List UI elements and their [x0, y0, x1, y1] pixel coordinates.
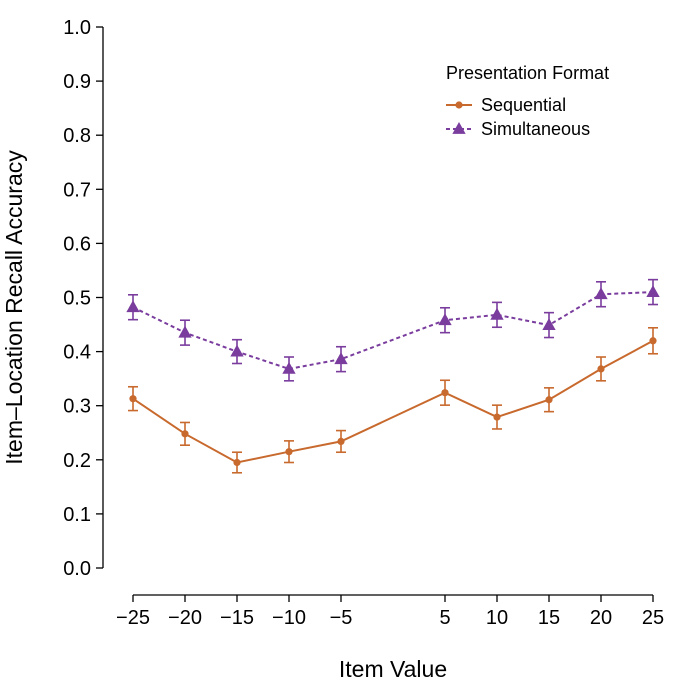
- y-tick-label: 0.4: [63, 342, 91, 364]
- legend-item-simultaneous: Simultaneous: [446, 119, 590, 139]
- data-point: [126, 300, 140, 313]
- series-layer: [126, 278, 660, 474]
- data-point: [493, 413, 501, 421]
- y-axis-ticks: 0.0 0.1 0.2 0.3 0.4 0.5 0.6 0.7 0.8 0.9 1.0: [63, 17, 103, 580]
- y-tick-label: 0.9: [63, 71, 91, 93]
- x-tick-label: −15: [220, 607, 254, 629]
- data-point: [233, 458, 241, 467]
- data-point: [337, 437, 345, 446]
- data-point: [594, 287, 608, 300]
- x-tick-label: 20: [590, 607, 612, 629]
- y-tick-label: 0.0: [63, 558, 91, 580]
- data-point: [230, 344, 244, 357]
- data-point: [649, 337, 657, 345]
- data-point: [441, 389, 449, 397]
- data-point: [597, 365, 605, 373]
- y-tick-label: 0.3: [63, 396, 91, 418]
- legend-marker: [452, 122, 466, 134]
- series-simultaneous: [126, 278, 660, 382]
- x-axis-title: Item Value: [339, 656, 447, 682]
- y-tick-label: 0.5: [63, 288, 91, 310]
- x-tick-label: 25: [642, 607, 664, 629]
- y-tick-label: 0.1: [63, 504, 91, 526]
- x-axis-ticks: −25 −20 −15 −10 −5 5 10 15 20 25: [116, 595, 664, 629]
- data-point: [178, 325, 192, 338]
- data-point: [334, 352, 348, 365]
- data-point: [129, 395, 137, 403]
- data-point: [542, 318, 556, 330]
- series-sequential: [128, 326, 658, 474]
- data-point: [282, 361, 296, 374]
- legend-label: Simultaneous: [481, 119, 590, 139]
- legend-item-sequential: Sequential: [446, 95, 566, 115]
- legend: Presentation Format Sequential Simultaneo…: [446, 63, 609, 139]
- series-line: [132, 339, 654, 464]
- y-tick-label: 0.6: [63, 233, 91, 255]
- y-tick-label: 0.8: [63, 125, 91, 147]
- axes: [102, 27, 653, 596]
- x-tick-label: −5: [330, 607, 353, 629]
- series-line: [132, 291, 654, 370]
- data-point: [646, 285, 660, 297]
- data-point: [438, 313, 452, 326]
- data-point: [490, 307, 504, 320]
- data-point: [285, 448, 293, 456]
- x-tick-label: 5: [439, 607, 450, 629]
- x-tick-label: 15: [538, 607, 560, 629]
- data-point: [181, 430, 189, 438]
- y-axis-title: Item–Location Recall Accuracy: [1, 150, 27, 465]
- x-tick-label: 10: [486, 607, 508, 629]
- y-tick-label: 0.2: [63, 450, 91, 472]
- legend-title: Presentation Format: [446, 63, 609, 83]
- legend-marker: [455, 101, 463, 109]
- y-tick-label: 0.7: [63, 179, 91, 201]
- x-tick-label: −25: [116, 607, 150, 629]
- x-tick-label: −10: [272, 607, 306, 629]
- y-tick-label: 1.0: [63, 17, 91, 39]
- data-point: [545, 396, 553, 404]
- x-tick-label: −20: [168, 607, 202, 629]
- legend-label: Sequential: [481, 95, 566, 115]
